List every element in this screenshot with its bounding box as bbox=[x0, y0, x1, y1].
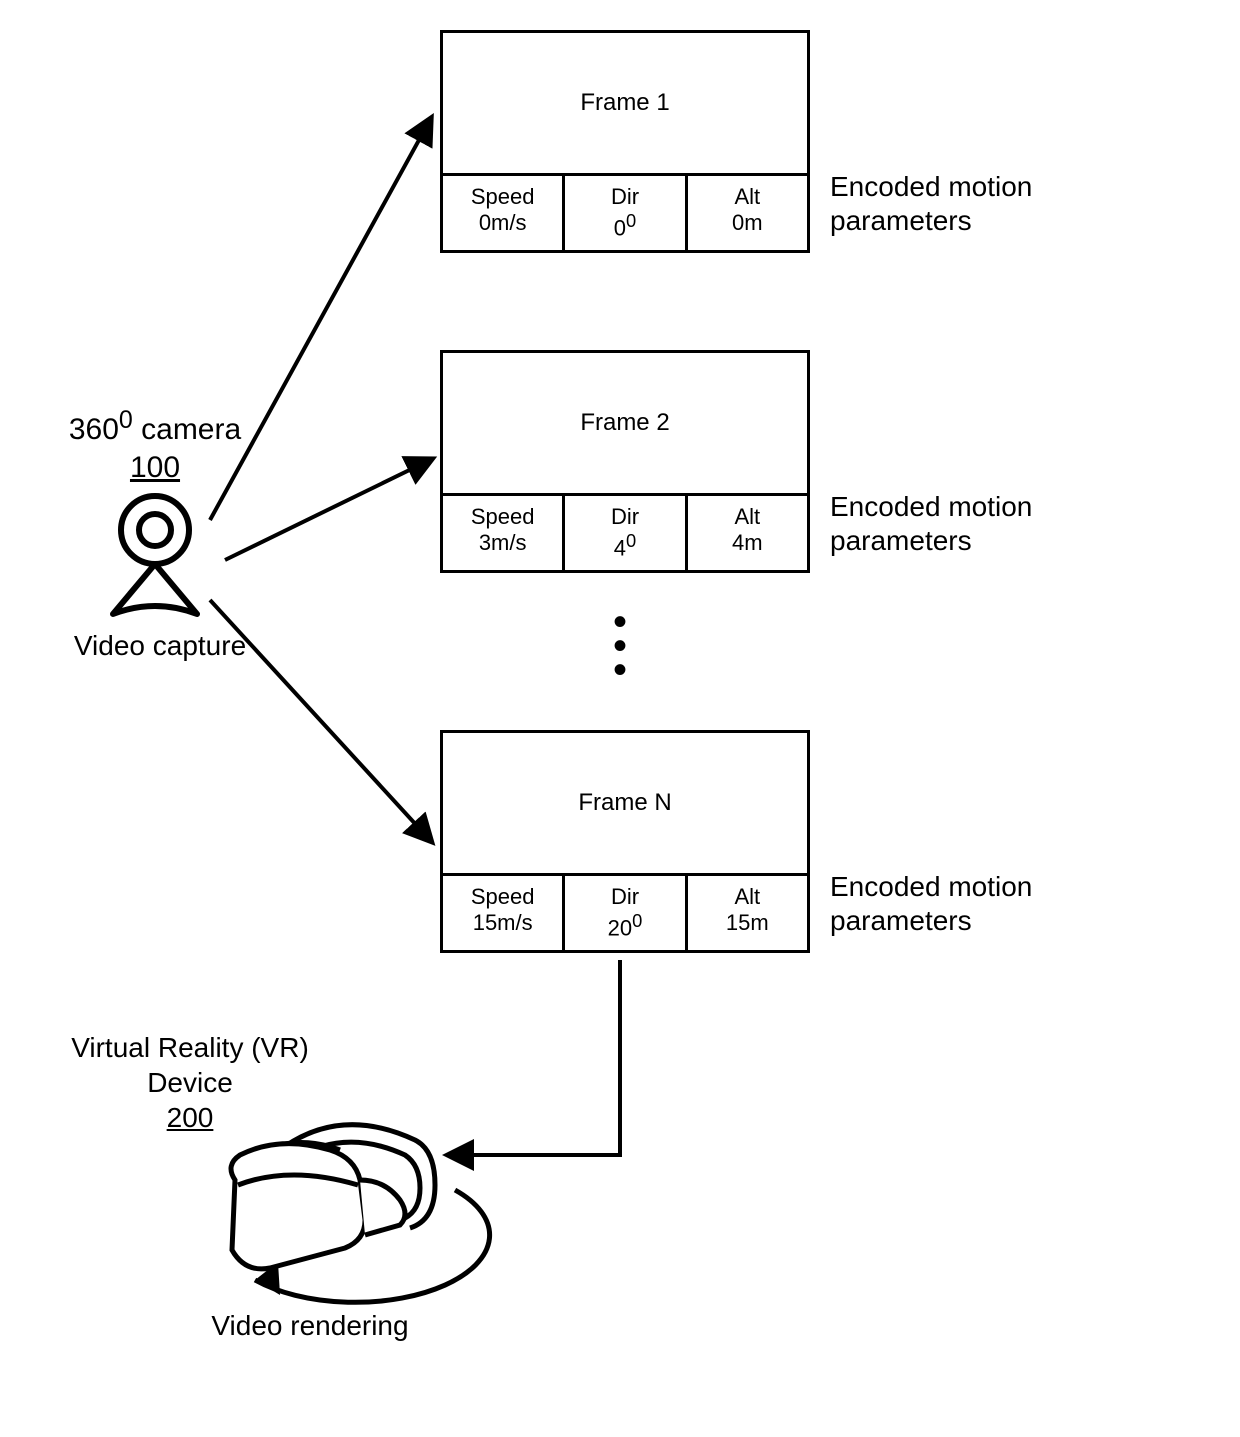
frame-box-2: Frame 2 Speed3m/s Dir40 Alt4m bbox=[440, 350, 810, 573]
param-dir-2: Dir40 bbox=[565, 496, 687, 570]
param-alt-2: Alt4m bbox=[688, 496, 807, 570]
ellipsis-dots: ••• bbox=[610, 610, 630, 682]
arrow-to-framen bbox=[210, 600, 430, 840]
arrow-to-frame2 bbox=[225, 460, 430, 560]
param-dir-1: Dir00 bbox=[565, 176, 687, 250]
frame-params-n: Speed15m/s Dir200 Alt15m bbox=[443, 873, 807, 950]
side-label-n: Encoded motionparameters bbox=[830, 870, 1032, 937]
frame-params-1: Speed0m/s Dir00 Alt0m bbox=[443, 173, 807, 250]
vr-headset-icon bbox=[210, 1110, 460, 1285]
param-dir-n: Dir200 bbox=[565, 876, 687, 950]
param-alt-1: Alt0m bbox=[688, 176, 807, 250]
arrow-to-vr bbox=[450, 960, 620, 1155]
frame-title-n: Frame N bbox=[443, 733, 807, 873]
vr-caption: Video rendering bbox=[190, 1310, 430, 1342]
frame-params-2: Speed3m/s Dir40 Alt4m bbox=[443, 493, 807, 570]
vr-ref: 200 bbox=[167, 1102, 214, 1133]
frame-title-2: Frame 2 bbox=[443, 353, 807, 493]
param-speed-1: Speed0m/s bbox=[443, 176, 565, 250]
param-speed-2: Speed3m/s bbox=[443, 496, 565, 570]
param-alt-n: Alt15m bbox=[688, 876, 807, 950]
frame-box-n: Frame N Speed15m/s Dir200 Alt15m bbox=[440, 730, 810, 953]
param-speed-n: Speed15m/s bbox=[443, 876, 565, 950]
frame-title-1: Frame 1 bbox=[443, 33, 807, 173]
frame-box-1: Frame 1 Speed0m/s Dir00 Alt0m bbox=[440, 30, 810, 253]
side-label-1: Encoded motionparameters bbox=[830, 170, 1032, 237]
side-label-2: Encoded motionparameters bbox=[830, 490, 1032, 557]
arrow-to-frame1 bbox=[210, 120, 430, 520]
